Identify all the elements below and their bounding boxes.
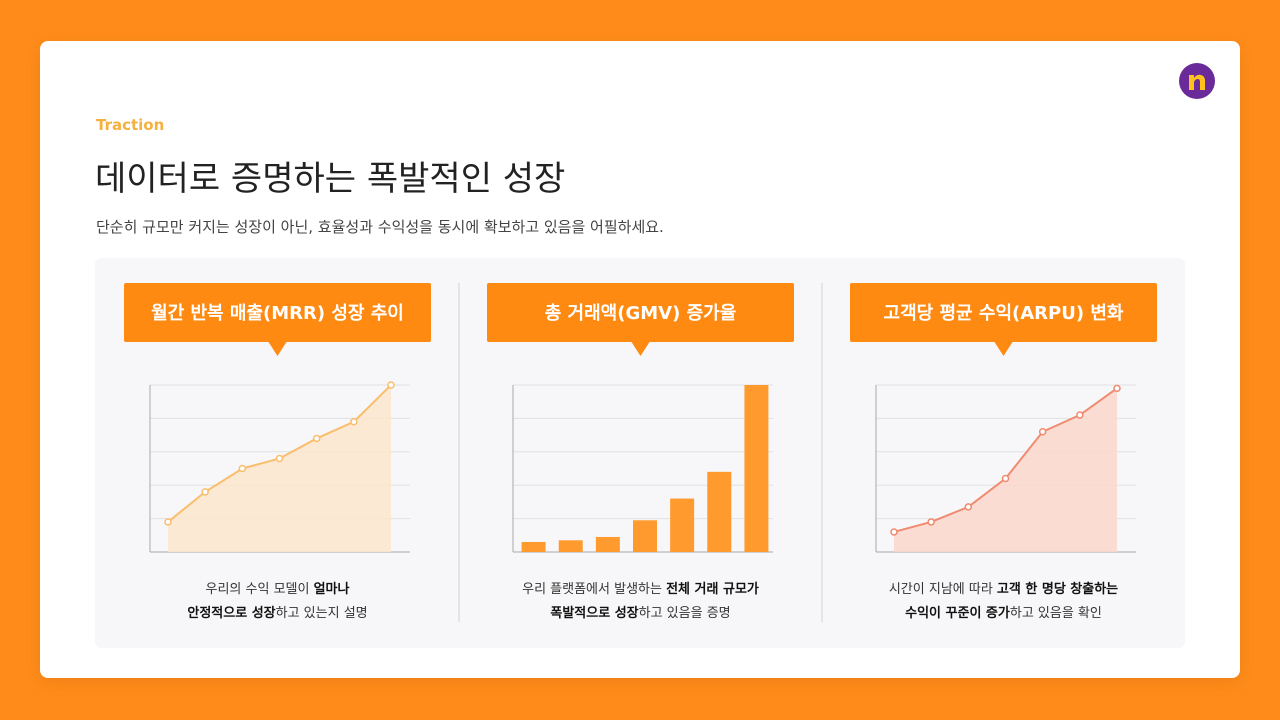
point (1038, 428, 1047, 436)
description-text: 우리의 수익 모델이 (206, 582, 314, 597)
description-line: 수익이 꾸준이 증가하고 있음을 확인 (905, 605, 1102, 621)
point (1076, 411, 1084, 419)
description-text: 안정적으로 성장 (187, 605, 275, 621)
panel-header (850, 283, 1157, 342)
bar (633, 520, 657, 552)
bar (521, 541, 546, 552)
panel-header (487, 283, 794, 342)
point (164, 518, 172, 526)
description-line: 우리 플랫폼에서 발생하는 전체 거래 규모가 (522, 581, 759, 597)
panel-title: 월간 반복 매출(MRR) 성장 추이 (151, 303, 404, 324)
description-text: 하고 있음을 증명 (639, 606, 731, 621)
bar (744, 385, 769, 552)
description-text: 고객 한 명당 창출하는 (997, 581, 1118, 597)
header-pointer (631, 342, 650, 356)
description-line: 우리의 수익 모델이 얼마나 (206, 581, 350, 597)
area (168, 385, 391, 552)
point (201, 488, 209, 496)
logo (1179, 63, 1215, 99)
point (1113, 384, 1121, 393)
bar (670, 498, 695, 552)
point (275, 454, 284, 463)
description-text: 수익이 꾸준이 증가 (905, 605, 1010, 621)
bar (595, 536, 620, 552)
description-text: 하고 있음을 확인 (1010, 606, 1102, 621)
header-pointer (268, 342, 287, 356)
subtitle: 단순히 규모만 커지는 성장이 아닌, 효율성과 수익성을 동시에 확보하고 있… (96, 218, 664, 236)
page-title: 데이터로 증명하는 폭발적인 성장 (95, 159, 565, 199)
panel-title: 총 거래액(GMV) 증가율 (545, 303, 737, 324)
bar (558, 540, 583, 552)
point (964, 503, 973, 511)
description-text: 전체 거래 규모가 (666, 581, 759, 597)
panel-title: 고객당 평균 수익(ARPU) 변화 (884, 303, 1124, 324)
description-text: 얼마나 (314, 581, 350, 597)
description-text: 시간이 지남에 따라 (889, 582, 997, 597)
description-line: 시간이 지남에 따라 고객 한 명당 창출하는 (889, 581, 1118, 597)
bar (707, 471, 732, 552)
description-text: 하고 있는지 설명 (276, 606, 368, 621)
point (238, 464, 247, 473)
description-line: 폭발적으로 성장하고 있음을 증명 (550, 605, 730, 621)
area (894, 388, 1117, 552)
panel-header (124, 283, 431, 342)
description-line: 안정적으로 성장하고 있는지 설명 (187, 605, 367, 621)
eyebrow: Traction (96, 116, 164, 134)
description-text: 폭발적으로 성장 (550, 605, 638, 621)
point (890, 528, 898, 536)
point (312, 434, 321, 443)
point (350, 417, 358, 426)
point (387, 381, 395, 389)
point (1001, 474, 1010, 483)
point (927, 518, 935, 526)
header-pointer (994, 342, 1013, 356)
description-text: 우리 플랫폼에서 발생하는 (522, 582, 666, 597)
